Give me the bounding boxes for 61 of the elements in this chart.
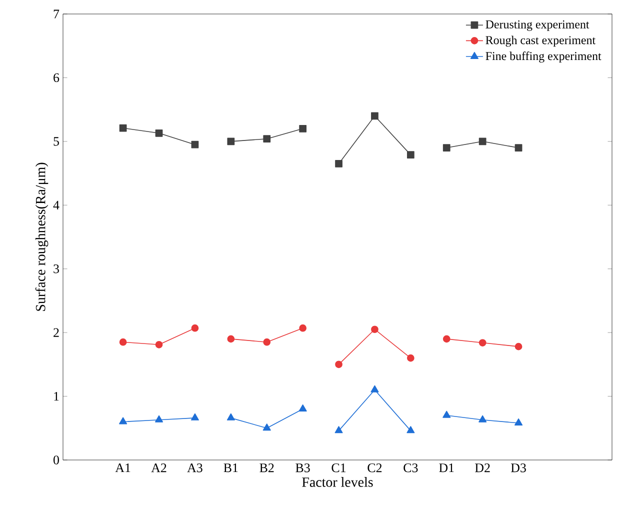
- y-tick-label: 0: [54, 456, 59, 464]
- point: [119, 338, 127, 346]
- point: [263, 338, 271, 346]
- point: [478, 339, 486, 346]
- point: [190, 413, 199, 420]
- x-tick-label: C3: [404, 464, 418, 472]
- point: [155, 129, 163, 137]
- point: [191, 140, 199, 148]
- x-tick-label: C2: [368, 464, 382, 472]
- y-tick-label: 1: [54, 392, 59, 401]
- point: [406, 151, 414, 158]
- legend-label: Derusting experiment: [486, 20, 590, 31]
- point: [335, 360, 342, 368]
- point: [406, 354, 414, 362]
- point: [119, 124, 127, 132]
- point: [154, 415, 164, 422]
- y-tick-label: 3: [54, 264, 59, 274]
- legend-label: Fine buffing experiment: [486, 52, 602, 63]
- point: [263, 135, 271, 143]
- point: [262, 424, 271, 431]
- point: [514, 342, 522, 350]
- point: [299, 124, 306, 132]
- point: [119, 417, 128, 424]
- legend-label: Rough cast experiment: [486, 36, 596, 47]
- x-axis-title: Factor levels: [302, 477, 373, 487]
- point: [514, 144, 522, 152]
- point: [478, 415, 487, 422]
- point: [155, 340, 163, 348]
- point: [334, 426, 343, 434]
- point: [478, 138, 486, 146]
- y-tick-label: 6: [54, 73, 60, 82]
- x-tick-label: A2: [151, 464, 166, 472]
- y-axis-title: Surface roughness(Ra/μm): [35, 162, 48, 311]
- point: [227, 335, 235, 343]
- point: [299, 324, 306, 332]
- x-tick-label: C1: [332, 464, 346, 472]
- point: [191, 324, 199, 332]
- y-tick-label: 7: [54, 10, 60, 18]
- x-tick-label: A1: [115, 464, 130, 472]
- x-tick-label: A3: [187, 464, 202, 472]
- y-tick-label: 2: [54, 328, 59, 337]
- point: [298, 404, 307, 412]
- point: [442, 410, 451, 418]
- x-tick-label: B2: [260, 464, 274, 472]
- point: [226, 413, 235, 420]
- x-tick-label: D2: [475, 464, 490, 472]
- point: [514, 418, 523, 426]
- point: [406, 426, 415, 434]
- y-tick-label: 4: [53, 200, 60, 210]
- point: [335, 160, 342, 168]
- point: [371, 112, 378, 120]
- point: [371, 326, 378, 334]
- x-tick-label: D1: [439, 464, 454, 472]
- point: [442, 335, 450, 343]
- point: [370, 385, 379, 392]
- x-tick-label: B1: [224, 464, 238, 472]
- x-tick-label: B3: [296, 464, 310, 472]
- x-tick-label: D3: [510, 464, 526, 472]
- point: [442, 144, 450, 152]
- point: [227, 138, 235, 146]
- y-tick-label: 5: [54, 137, 59, 146]
